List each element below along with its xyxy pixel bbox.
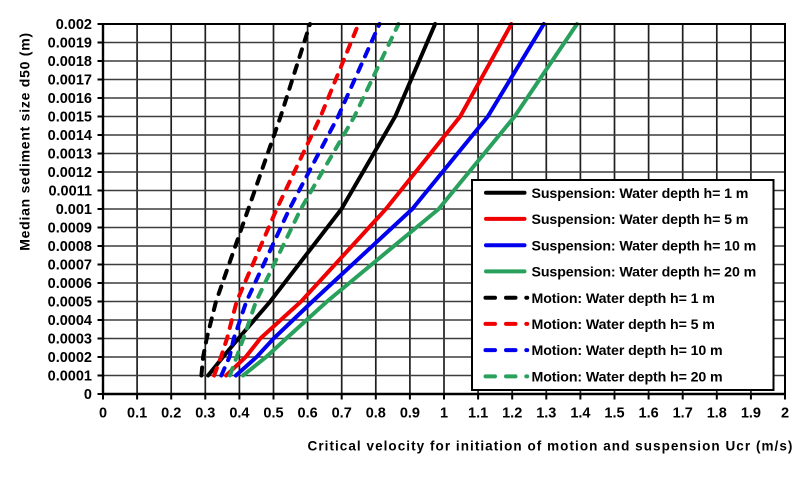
svg-text:1.6: 1.6 — [639, 406, 659, 422]
svg-text:1.2: 1.2 — [502, 406, 522, 422]
svg-text:0.0014: 0.0014 — [48, 128, 92, 144]
svg-text:0.0007: 0.0007 — [48, 258, 92, 274]
svg-text:Motion: Water depth h= 10 m: Motion: Water depth h= 10 m — [532, 343, 723, 359]
svg-text:0.0008: 0.0008 — [48, 239, 92, 255]
svg-text:0.0002: 0.0002 — [48, 350, 92, 366]
svg-text:1.3: 1.3 — [536, 406, 556, 422]
svg-text:0.7: 0.7 — [332, 406, 352, 422]
svg-text:1.5: 1.5 — [604, 406, 624, 422]
svg-text:Median sediment size d50 (m): Median sediment size d50 (m) — [17, 32, 33, 251]
svg-text:0.3: 0.3 — [195, 406, 215, 422]
svg-text:Suspension: Water depth h= 20: Suspension: Water depth h= 20 m — [532, 265, 757, 281]
svg-text:0.001: 0.001 — [56, 202, 92, 218]
svg-text:1.8: 1.8 — [707, 406, 727, 422]
svg-text:0.1: 0.1 — [127, 406, 147, 422]
svg-text:0.0005: 0.0005 — [48, 295, 92, 311]
svg-text:0.0012: 0.0012 — [48, 165, 92, 181]
svg-text:0.5: 0.5 — [263, 406, 283, 422]
svg-text:0.002: 0.002 — [56, 17, 92, 33]
svg-text:1.1: 1.1 — [468, 406, 488, 422]
svg-text:0.0018: 0.0018 — [48, 54, 92, 70]
svg-text:0.0009: 0.0009 — [48, 221, 92, 237]
svg-text:0.6: 0.6 — [298, 406, 318, 422]
svg-text:0.0015: 0.0015 — [48, 110, 92, 126]
svg-text:1: 1 — [440, 406, 448, 422]
svg-text:2: 2 — [781, 406, 789, 422]
svg-text:1.9: 1.9 — [741, 406, 761, 422]
svg-text:1.4: 1.4 — [570, 406, 590, 422]
svg-text:0.0004: 0.0004 — [48, 313, 92, 329]
svg-text:0.8: 0.8 — [366, 406, 386, 422]
svg-text:Motion: Water depth h= 5 m: Motion: Water depth h= 5 m — [532, 317, 715, 333]
svg-text:0.4: 0.4 — [229, 406, 249, 422]
svg-text:Critical velocity for initiati: Critical velocity for initiation of moti… — [308, 439, 794, 454]
svg-text:1.7: 1.7 — [673, 406, 693, 422]
svg-text:0.0001: 0.0001 — [48, 369, 92, 385]
svg-text:Motion: Water depth h= 20 m: Motion: Water depth h= 20 m — [532, 370, 723, 386]
svg-text:0: 0 — [84, 387, 92, 403]
svg-text:0.2: 0.2 — [161, 406, 181, 422]
svg-text:0.0006: 0.0006 — [48, 276, 92, 292]
svg-text:Motion: Water depth h= 1 m: Motion: Water depth h= 1 m — [532, 291, 715, 307]
svg-text:0.0016: 0.0016 — [48, 91, 92, 107]
svg-text:0.0017: 0.0017 — [48, 73, 92, 89]
svg-text:0.0019: 0.0019 — [48, 36, 92, 52]
svg-text:0.0013: 0.0013 — [48, 147, 92, 163]
svg-text:Suspension: Water depth h= 1 m: Suspension: Water depth h= 1 m — [532, 186, 749, 202]
svg-text:0.0003: 0.0003 — [48, 332, 92, 348]
svg-text:0: 0 — [99, 406, 107, 422]
svg-text:Suspension: Water depth h= 10: Suspension: Water depth h= 10 m — [532, 238, 757, 254]
svg-text:0.9: 0.9 — [400, 406, 420, 422]
svg-text:Suspension: Water depth h= 5 m: Suspension: Water depth h= 5 m — [532, 212, 749, 228]
svg-text:0.0011: 0.0011 — [48, 184, 92, 200]
